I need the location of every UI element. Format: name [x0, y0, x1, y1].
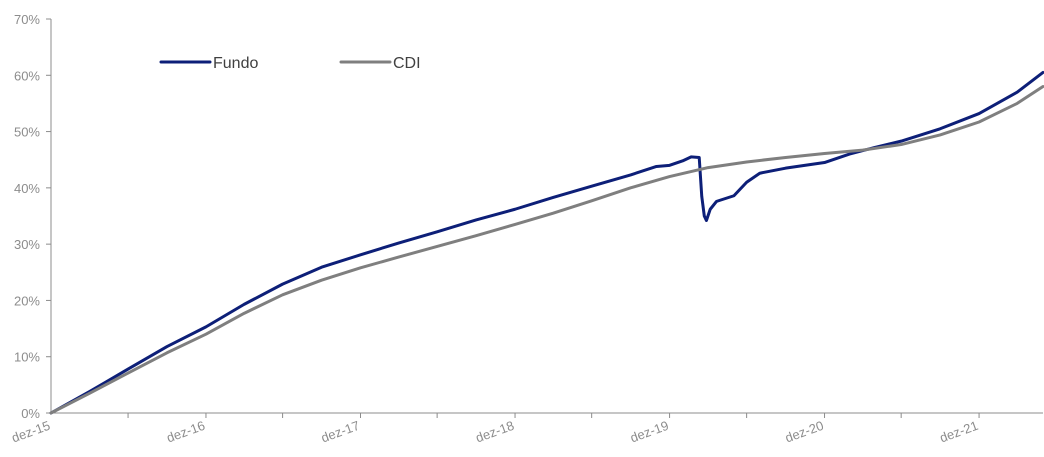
series-lines — [49, 70, 1044, 415]
y-tick-label: 70% — [14, 12, 40, 27]
y-tick-label: 30% — [14, 237, 40, 252]
y-tick-label: 40% — [14, 181, 40, 196]
x-tick-label: dez-17 — [319, 418, 361, 446]
y-tick-label: 50% — [14, 125, 40, 140]
legend: Fundo CDI — [159, 55, 421, 72]
x-tick-label: dez-15 — [10, 418, 52, 446]
x-tick-label: dez-18 — [474, 418, 516, 446]
y-tick-label: 0% — [21, 406, 40, 421]
series-line-cdi — [49, 85, 1044, 415]
axes: 0% 10% 20% 30% 40% 50% 60% 70% dez-15 dez-16 dez-1… — [10, 12, 1043, 445]
y-tick-label: 20% — [14, 293, 40, 308]
x-tick-label: dez-19 — [628, 418, 670, 446]
legend-label-cdi: CDI — [393, 55, 421, 72]
x-tick-label: dez-20 — [783, 418, 825, 446]
x-tick-label: dez-16 — [165, 418, 207, 446]
y-tick-label: 60% — [14, 68, 40, 83]
series-line-fundo — [49, 70, 1044, 415]
y-tick-label: 10% — [14, 350, 40, 365]
legend-label-fundo: Fundo — [213, 55, 258, 72]
x-tick-label: dez-21 — [938, 418, 980, 446]
